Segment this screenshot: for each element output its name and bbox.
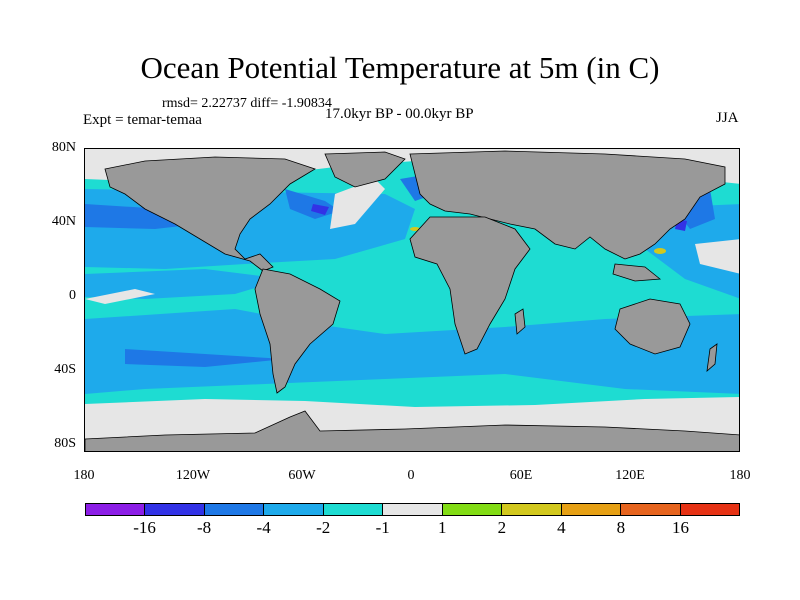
season-label: JJA	[716, 110, 739, 126]
colorbar-label: -8	[196, 518, 212, 537]
land-masses	[85, 150, 739, 451]
colorbar-segment	[442, 504, 503, 515]
colorbar-segment	[264, 504, 324, 515]
x-axis-label: 0	[407, 468, 415, 483]
map-title: Ocean Potential Temperature at 5m (in C)	[140, 50, 660, 85]
colorbar-label: -2	[316, 518, 331, 537]
colorbar-segment	[680, 504, 739, 515]
colorbar-label: 16	[671, 518, 689, 537]
map-panel	[84, 148, 740, 452]
colorbar-label: 4	[557, 518, 566, 537]
y-axis-label: 80S	[54, 436, 76, 451]
colorbar-label: -1	[375, 518, 390, 537]
rmsd-diff-stats: rmsd= 2.22737 diff= -1.90834	[162, 96, 332, 111]
y-axis-label: 40S	[54, 362, 76, 377]
colorbar-label: -4	[256, 518, 271, 537]
x-axis-label: 60E	[509, 468, 533, 483]
colorbar-label: 2	[497, 518, 507, 537]
colorbar-segment	[561, 504, 622, 515]
color-bar	[85, 503, 740, 516]
colorbar-label: -16	[133, 518, 156, 537]
colorbar-label: 8	[616, 518, 626, 537]
colorbar-segment	[145, 504, 205, 515]
colorbar-segment	[502, 504, 562, 515]
colorbar-segment	[204, 504, 265, 515]
x-axis-label: 120E	[615, 468, 645, 483]
x-axis-label: 180	[73, 468, 95, 483]
warmer-anomaly-spots	[410, 227, 666, 254]
y-axis-label: 80N	[51, 140, 76, 155]
y-axis-label: 40N	[51, 214, 76, 229]
x-axis-label: 60W	[288, 468, 316, 483]
y-axis-label: 0	[69, 288, 76, 303]
experiment-label: Expt = temar-temaa	[83, 112, 202, 128]
colorbar-segment	[323, 504, 384, 515]
colorbar-segment	[621, 504, 681, 515]
temperature-map	[85, 149, 739, 451]
x-axis-label: 120W	[175, 468, 211, 483]
x-axis-label: 180	[729, 468, 751, 483]
colorbar-segment	[383, 504, 443, 515]
colorbar-label: 1	[438, 518, 447, 537]
time-period-label: 17.0kyr BP - 00.0kyr BP	[325, 106, 474, 122]
colorbar-segment	[86, 504, 146, 515]
coldest-anomaly-regions	[311, 204, 687, 231]
